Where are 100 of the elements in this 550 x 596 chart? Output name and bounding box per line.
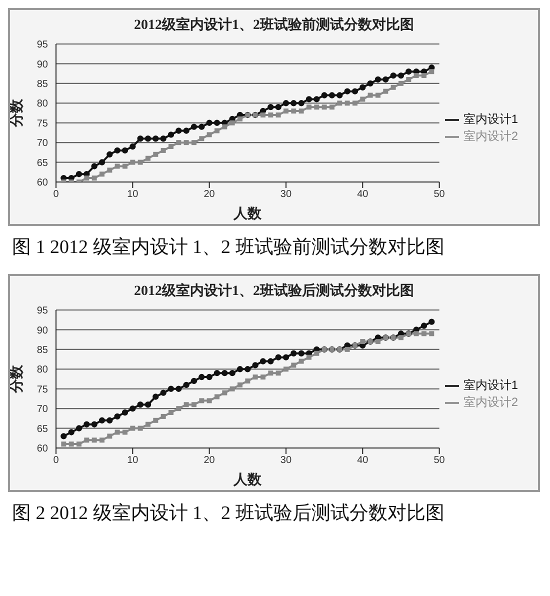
point [61, 442, 66, 447]
point [421, 331, 426, 336]
point [160, 148, 166, 153]
point [398, 80, 404, 86]
y-tick-label: 85 [36, 78, 48, 90]
y-tick-label: 70 [36, 138, 48, 150]
point [91, 163, 98, 170]
point [160, 390, 166, 396]
point [268, 104, 274, 110]
point [306, 104, 312, 110]
point [352, 88, 358, 94]
point [390, 72, 396, 79]
point [328, 92, 336, 98]
legend-label: 室内设计2 [463, 395, 518, 409]
point [237, 116, 242, 122]
point [314, 104, 320, 110]
point [406, 76, 412, 82]
point [276, 112, 281, 118]
point [268, 358, 274, 364]
point [152, 394, 159, 400]
point [398, 72, 404, 79]
point [298, 350, 304, 356]
point [383, 88, 388, 94]
y-tick-label: 85 [36, 344, 48, 356]
point [130, 143, 136, 150]
point [60, 433, 67, 440]
point [183, 382, 190, 388]
point [306, 354, 312, 360]
point [398, 335, 404, 340]
point [191, 402, 196, 408]
point [137, 402, 144, 408]
point [291, 362, 296, 368]
point [214, 370, 220, 376]
point [298, 100, 304, 106]
point [214, 128, 220, 134]
point [114, 147, 120, 154]
point [260, 358, 266, 364]
point [429, 69, 434, 74]
point [382, 76, 389, 83]
point [268, 370, 274, 376]
point [282, 100, 290, 106]
point [282, 354, 290, 360]
point [298, 358, 304, 364]
point [276, 370, 281, 376]
point [122, 430, 128, 435]
point [252, 362, 258, 368]
x-tick-label: 0 [53, 455, 60, 466]
point [114, 164, 120, 169]
point [144, 136, 152, 142]
x-axis-title: 人数 [232, 471, 263, 487]
y-tick-label: 80 [36, 364, 48, 376]
point [176, 128, 182, 134]
point [130, 160, 136, 165]
point [298, 108, 304, 114]
caption: 图 1 2012 级室内设计 1、2 班试验前测试分数对比图 [12, 236, 446, 260]
point [176, 140, 182, 146]
point [100, 438, 104, 443]
point [190, 378, 198, 384]
y-tick-label: 65 [36, 158, 48, 169]
point [329, 104, 334, 110]
point [344, 88, 350, 94]
point [268, 112, 274, 118]
y-tick-label: 75 [36, 384, 48, 396]
point [222, 370, 228, 376]
point [184, 140, 189, 146]
point [428, 318, 435, 325]
point [168, 144, 174, 150]
point [352, 100, 358, 106]
point [168, 386, 174, 392]
chart-title: 2012级室内设计1、2班试验后测试分数对比图 [133, 282, 415, 300]
point [130, 426, 136, 431]
point [144, 402, 152, 408]
point [230, 120, 235, 126]
y-tick-label: 75 [36, 118, 48, 130]
point [236, 366, 244, 372]
point [420, 322, 428, 329]
x-tick-label: 10 [127, 455, 139, 466]
point [98, 417, 106, 424]
chart-title: 2012级室内设计1、2班试验前测试分数对比图 [133, 16, 415, 34]
point [106, 151, 113, 158]
point [206, 374, 212, 380]
point [360, 339, 366, 344]
point [374, 76, 382, 83]
point [360, 96, 366, 102]
point [190, 124, 198, 130]
point [321, 92, 328, 98]
point [414, 73, 419, 78]
point [137, 136, 144, 142]
point [275, 354, 282, 360]
point [214, 394, 220, 400]
y-tick-label: 70 [36, 404, 48, 416]
y-tick-label: 95 [36, 306, 48, 317]
legend-label: 室内设计2 [463, 129, 518, 143]
point [168, 410, 174, 416]
point [76, 442, 82, 447]
point [260, 112, 266, 118]
point [367, 80, 374, 87]
point [252, 374, 258, 380]
point [390, 84, 396, 90]
point [122, 147, 128, 154]
